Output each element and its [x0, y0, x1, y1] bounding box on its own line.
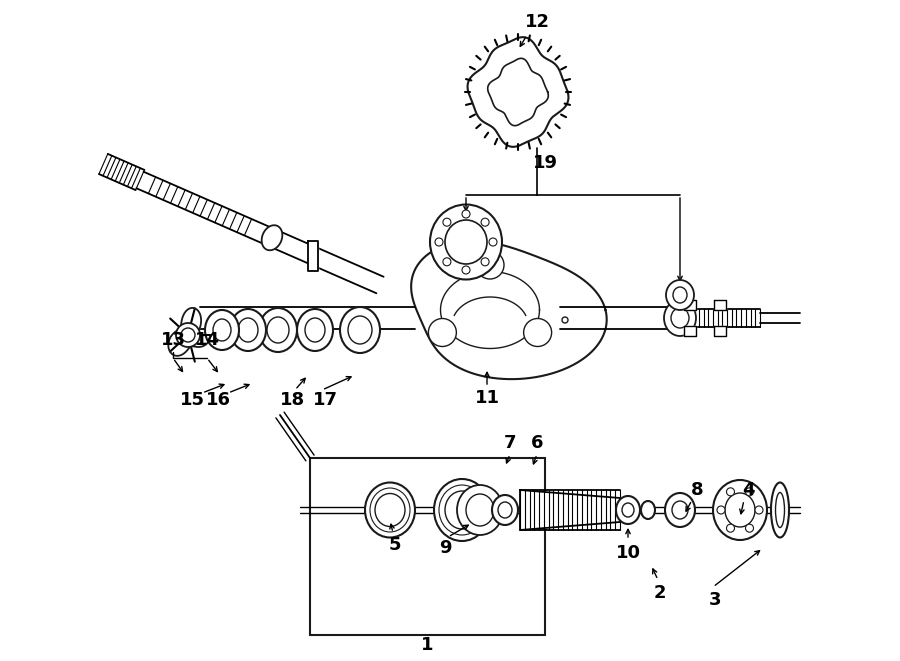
Circle shape	[443, 258, 451, 266]
Circle shape	[489, 238, 497, 246]
Text: 11: 11	[474, 389, 500, 407]
Circle shape	[435, 238, 443, 246]
Circle shape	[462, 266, 470, 274]
Circle shape	[482, 258, 489, 266]
Text: 2: 2	[653, 584, 666, 602]
Text: 4: 4	[742, 481, 754, 499]
Ellipse shape	[771, 483, 789, 537]
Ellipse shape	[297, 309, 333, 351]
Ellipse shape	[776, 492, 785, 527]
Circle shape	[462, 210, 470, 218]
Ellipse shape	[267, 317, 289, 343]
Ellipse shape	[445, 220, 487, 264]
Ellipse shape	[213, 319, 231, 341]
Ellipse shape	[466, 494, 494, 526]
Circle shape	[755, 506, 763, 514]
Text: 14: 14	[194, 331, 220, 349]
Polygon shape	[714, 326, 726, 336]
Text: 16: 16	[205, 391, 230, 409]
Text: 5: 5	[389, 536, 401, 554]
Polygon shape	[411, 241, 607, 379]
Text: 1: 1	[421, 636, 433, 654]
Text: 6: 6	[531, 434, 544, 452]
Ellipse shape	[616, 496, 640, 524]
Ellipse shape	[434, 479, 490, 541]
Circle shape	[717, 506, 725, 514]
Ellipse shape	[725, 493, 755, 527]
Ellipse shape	[492, 495, 518, 525]
Text: 3: 3	[709, 591, 721, 609]
Ellipse shape	[365, 483, 415, 537]
Ellipse shape	[641, 501, 655, 519]
Polygon shape	[467, 37, 569, 147]
Circle shape	[428, 319, 456, 346]
Bar	[310, 458, 545, 635]
Circle shape	[476, 251, 504, 279]
Circle shape	[745, 488, 753, 496]
Circle shape	[726, 488, 734, 496]
Polygon shape	[714, 300, 726, 310]
Ellipse shape	[666, 280, 694, 310]
Ellipse shape	[238, 318, 258, 342]
Ellipse shape	[672, 501, 688, 519]
Circle shape	[745, 524, 753, 532]
Ellipse shape	[665, 493, 695, 527]
Text: 9: 9	[439, 539, 451, 557]
Text: 10: 10	[616, 544, 641, 562]
Ellipse shape	[205, 310, 239, 350]
Text: 7: 7	[504, 434, 517, 452]
Polygon shape	[520, 490, 620, 530]
Ellipse shape	[375, 494, 405, 527]
Circle shape	[443, 218, 451, 226]
Circle shape	[482, 218, 489, 226]
Circle shape	[176, 323, 200, 347]
Ellipse shape	[262, 225, 283, 251]
Text: 13: 13	[160, 331, 185, 349]
Ellipse shape	[498, 502, 512, 518]
Text: 18: 18	[279, 391, 304, 409]
Polygon shape	[684, 326, 696, 336]
Text: 12: 12	[525, 13, 550, 31]
Ellipse shape	[457, 485, 503, 535]
Circle shape	[562, 317, 568, 323]
Circle shape	[524, 319, 552, 346]
Text: 15: 15	[179, 391, 204, 409]
Circle shape	[726, 524, 734, 532]
Ellipse shape	[671, 308, 689, 328]
Ellipse shape	[622, 503, 634, 517]
Ellipse shape	[445, 491, 479, 529]
Ellipse shape	[305, 318, 325, 342]
Ellipse shape	[230, 309, 266, 351]
Polygon shape	[684, 300, 696, 310]
Polygon shape	[560, 307, 680, 329]
Text: 19: 19	[533, 154, 557, 172]
Polygon shape	[308, 241, 318, 270]
Ellipse shape	[340, 307, 380, 353]
Polygon shape	[200, 307, 415, 329]
Ellipse shape	[664, 300, 696, 336]
Ellipse shape	[673, 287, 687, 303]
Polygon shape	[168, 308, 211, 356]
Ellipse shape	[713, 480, 767, 540]
Text: 8: 8	[690, 481, 703, 499]
Text: 17: 17	[312, 391, 338, 409]
Ellipse shape	[430, 204, 502, 280]
Ellipse shape	[348, 316, 372, 344]
Ellipse shape	[259, 308, 297, 352]
Circle shape	[181, 328, 195, 342]
